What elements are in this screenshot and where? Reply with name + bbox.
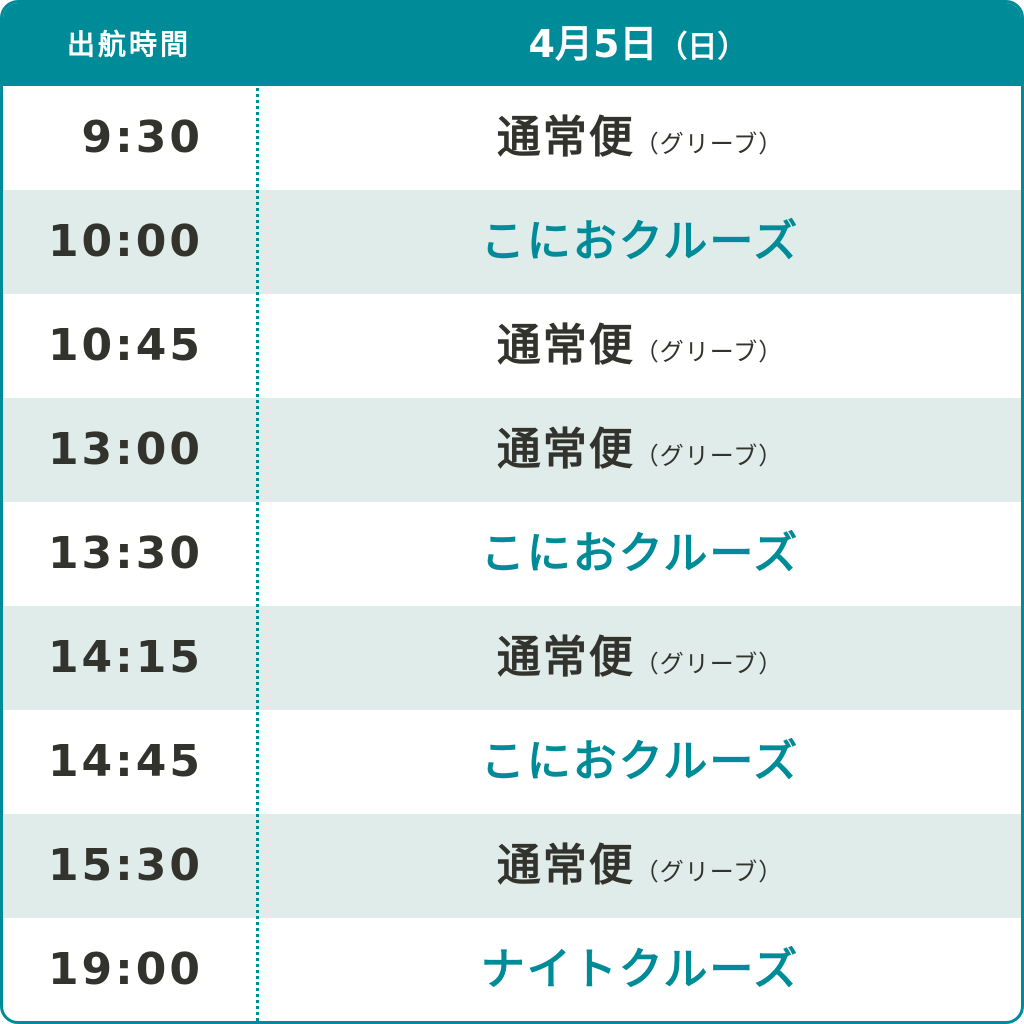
service-label: 通常便 xyxy=(496,632,635,683)
departure-time: 13:30 xyxy=(47,528,203,579)
departure-time: 13:00 xyxy=(47,424,203,475)
service-name: こにおクルーズ xyxy=(259,710,1021,814)
table-row: 10:45 通常便（グリーブ） xyxy=(3,294,1021,398)
column-divider xyxy=(256,3,259,1021)
table-row: 10:00 こにおクルーズ xyxy=(3,190,1021,294)
service-label: 通常便 xyxy=(496,840,635,891)
service-name: 通常便（グリーブ） xyxy=(259,86,1021,190)
table-row: 14:45 こにおクルーズ xyxy=(3,710,1021,814)
table-row: 13:00 通常便（グリーブ） xyxy=(3,398,1021,502)
service-note: （グリーブ） xyxy=(634,442,784,470)
service-note: （グリーブ） xyxy=(634,858,784,886)
service-note: （グリーブ） xyxy=(634,650,784,678)
service-note: （グリーブ） xyxy=(634,338,784,366)
departure-time: 19:00 xyxy=(47,944,203,995)
service-name: 通常便（グリーブ） xyxy=(259,294,1021,398)
service-name: ナイトクルーズ xyxy=(259,918,1021,1021)
service-name: こにおクルーズ xyxy=(259,190,1021,294)
table-row: 19:00 ナイトクルーズ xyxy=(3,918,1021,1021)
table-row: 15:30 通常便（グリーブ） xyxy=(3,814,1021,918)
departure-time: 14:15 xyxy=(47,632,203,683)
service-label: 通常便 xyxy=(496,112,635,163)
service-name: 通常便（グリーブ） xyxy=(259,398,1021,502)
table-row: 13:30 こにおクルーズ xyxy=(3,502,1021,606)
service-label: こにおクルーズ xyxy=(480,528,800,579)
weekday-label: （日） xyxy=(657,30,748,65)
table-row: 14:15 通常便（グリーブ） xyxy=(3,606,1021,710)
service-name: 通常便（グリーブ） xyxy=(259,814,1021,918)
service-name: こにおクルーズ xyxy=(259,502,1021,606)
departure-time: 14:45 xyxy=(47,736,203,787)
service-note: （グリーブ） xyxy=(634,130,784,158)
service-label: ナイトクルーズ xyxy=(480,944,800,995)
date-label: 4月5日 xyxy=(528,22,658,66)
date-header: 4月5日（日） xyxy=(255,3,1021,86)
departure-time: 15:30 xyxy=(47,840,203,891)
departure-time: 9:30 xyxy=(81,112,203,163)
departure-time: 10:45 xyxy=(47,320,203,371)
service-name: 通常便（グリーブ） xyxy=(259,606,1021,710)
table-header: 出航時間 4月5日（日） xyxy=(3,3,1021,86)
departure-time-header: 出航時間 xyxy=(66,28,191,61)
service-label: こにおクルーズ xyxy=(480,216,800,267)
table-row: 9:30 通常便（グリーブ） xyxy=(3,86,1021,190)
service-label: 通常便 xyxy=(496,320,635,371)
departure-time: 10:00 xyxy=(47,216,203,267)
service-label: 通常便 xyxy=(496,424,635,475)
service-label: こにおクルーズ xyxy=(480,736,800,787)
